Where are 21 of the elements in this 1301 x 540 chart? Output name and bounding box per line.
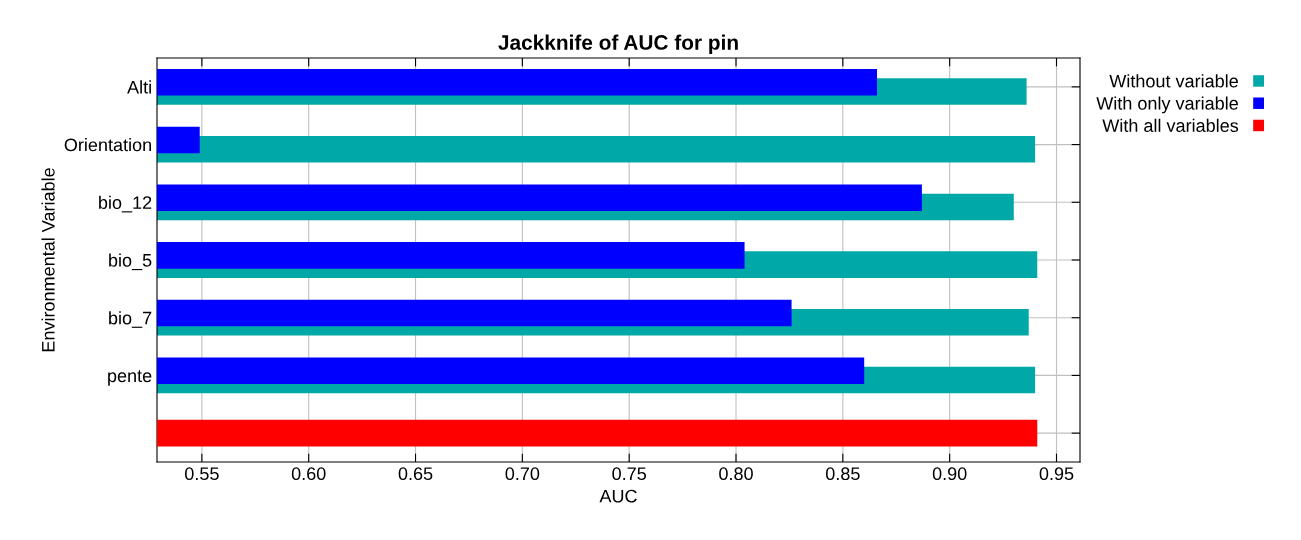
y-tick-label: bio_5 — [109, 253, 152, 271]
x-tick-label: 0.70 — [505, 467, 540, 481]
y-tick-label: Alti — [127, 80, 151, 94]
x-tick-label: 0.90 — [932, 467, 967, 481]
y-tick-label: pente — [108, 370, 152, 386]
x-tick-label: 0.55 — [185, 467, 219, 481]
x-tick-label: 0.85 — [825, 467, 860, 481]
x-tick-label: 0.80 — [719, 467, 753, 481]
x-tick-label: 0.65 — [398, 467, 433, 481]
legend-label: With only variable — [1096, 96, 1238, 114]
x-tick-label: 0.75 — [612, 467, 646, 481]
legend-label: Without variable — [1109, 74, 1238, 88]
x-tick-label: 0.95 — [1039, 467, 1074, 481]
y-tick-label: bio_7 — [109, 311, 152, 328]
legend-label: With all variables — [1102, 118, 1239, 133]
y-axis-title: Environmental Variable — [41, 168, 55, 352]
y-tick-label: bio_12 — [99, 195, 152, 213]
x-axis-title: AUC — [599, 489, 637, 503]
y-tick-label: Orientation — [64, 138, 151, 152]
chart-title: Jackknife of AUC for pin — [498, 34, 738, 54]
x-tick-label: 0.60 — [291, 467, 326, 481]
